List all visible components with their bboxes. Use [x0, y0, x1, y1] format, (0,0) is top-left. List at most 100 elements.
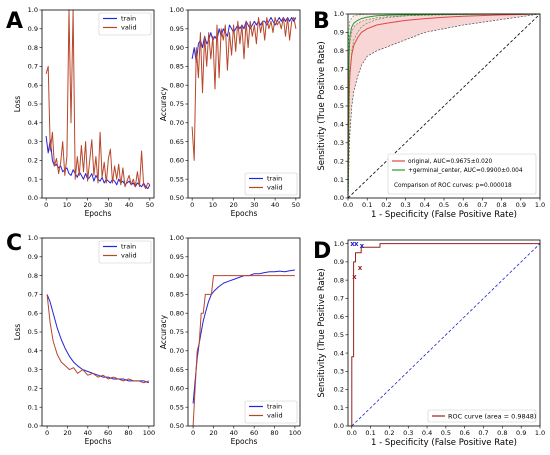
- x-tick-label: 0.8: [496, 201, 506, 209]
- y-tick-label: 0.3: [334, 139, 344, 147]
- x-tick-label: 40: [125, 201, 133, 209]
- y-tick-label: 0.7: [334, 295, 344, 303]
- y-axis-label: Loss: [13, 324, 22, 341]
- x-tick-label: 60: [250, 429, 258, 437]
- y-tick-label: 0.1: [28, 403, 38, 411]
- y-tick-label: 0.8: [334, 276, 344, 284]
- x-tick-label: 0.9: [516, 429, 526, 437]
- legend-label: train: [267, 403, 282, 411]
- legend-label: ROC curve (area = 0.9848): [448, 413, 536, 421]
- y-tick-label: 0.85: [170, 291, 184, 299]
- x-tick-label: 30: [250, 201, 258, 209]
- x-axis-label: Epochs: [231, 437, 258, 446]
- x-tick-label: 0.5: [439, 201, 449, 209]
- y-tick-label: 0.1: [28, 175, 38, 183]
- x-tick-label: 0.1: [365, 429, 375, 437]
- y-tick-label: 0.60: [170, 385, 184, 393]
- x-tick-label: 0: [190, 201, 194, 209]
- panel-letter-c: C: [6, 231, 22, 256]
- y-tick-label: 0.2: [28, 385, 38, 393]
- y-tick-label: 0.7: [28, 291, 38, 299]
- series-line-train: [192, 269, 295, 404]
- y-tick-label: 0.65: [170, 366, 184, 374]
- y-tick-label: 0.6: [28, 81, 38, 89]
- y-tick-label: 0.5: [334, 331, 344, 339]
- legend-label: valid: [267, 412, 283, 420]
- y-tick-label: 0.9: [28, 253, 38, 261]
- y-tick-label: 0.95: [170, 253, 184, 261]
- x-tick-label: 10: [209, 201, 217, 209]
- y-tick-label: 0.7: [334, 65, 344, 73]
- legend-label: train: [121, 15, 136, 23]
- series-line-valid: [192, 275, 295, 427]
- x-tick-label: 0: [191, 429, 195, 437]
- point-marker: x: [350, 240, 355, 248]
- y-axis-label: Loss: [13, 96, 22, 113]
- y-tick-label: 0.0: [28, 422, 38, 430]
- y-tick-label: 0.6: [28, 309, 38, 317]
- x-axis-label: 1 - Specificity (False Positive Rate): [371, 438, 517, 448]
- series-line-roccurvearea: [351, 243, 540, 426]
- legend-box: [387, 153, 537, 195]
- y-tick-label: 1.00: [170, 6, 184, 14]
- x-axis-label: Epochs: [231, 209, 258, 218]
- y-tick-label: 0.8: [334, 47, 344, 55]
- band-edge-line: [347, 13, 541, 199]
- x-tick-label: 0.1: [362, 201, 372, 209]
- y-tick-label: 0.1: [334, 176, 344, 184]
- y-tick-label: 0.85: [170, 63, 184, 71]
- point-marker: x: [352, 273, 357, 281]
- x-tick-label: 0.3: [400, 201, 410, 209]
- y-tick-label: 0.80: [170, 81, 184, 89]
- y-tick-label: 0.55: [170, 403, 184, 411]
- series-line-diagonal: [351, 243, 541, 427]
- series-line-diagonal: [347, 13, 541, 199]
- x-tick-label: 0.5: [441, 429, 451, 437]
- y-tick-label: 0.60: [170, 157, 184, 165]
- y-tick-label: 0.9: [334, 258, 344, 266]
- series-line-germinalcenter: [347, 13, 540, 199]
- chart-C-loss: 0 20 40 60 80 100 0.0 0.1 0.2 0.3 0.4 0.5 0.6 0.7 0.8 0…: [13, 234, 155, 446]
- legend-label: train: [121, 243, 136, 251]
- y-axis-label: Accuracy: [159, 314, 168, 349]
- y-tick-label: 0.0: [334, 422, 344, 430]
- x-tick-label: 40: [230, 429, 238, 437]
- x-tick-label: 20: [63, 429, 71, 437]
- x-tick-label: 0.6: [460, 429, 470, 437]
- x-tick-label: 30: [104, 201, 112, 209]
- x-tick-label: 0.7: [477, 201, 487, 209]
- y-tick-label: 0.2: [28, 157, 38, 165]
- x-tick-label: 0.7: [478, 429, 488, 437]
- y-tick-label: 1.0: [28, 234, 38, 242]
- chart-D-roc: xxx x x0.0 0.1 0.2 0.3 0.4 0.5 0.6 0.7 0.8 0.9 1.00.…: [317, 239, 545, 448]
- x-axis-label: Epochs: [85, 209, 112, 218]
- x-tick-label: 0.3: [403, 429, 413, 437]
- y-tick-label: 0.3: [28, 138, 38, 146]
- y-tick-label: 0.6: [334, 84, 344, 92]
- series-line-valid: [45, 9, 151, 190]
- panel-letter-a: A: [6, 9, 23, 34]
- x-tick-label: 1.0: [535, 429, 545, 437]
- y-tick-label: 0.5: [28, 328, 38, 336]
- panel-letter-d: D: [313, 239, 331, 264]
- x-tick-label: 0.2: [381, 201, 391, 209]
- legend-label: valid: [267, 184, 283, 192]
- y-axis-label: Sensitivity (True Positive Rate): [317, 41, 327, 170]
- y-axis-label: Sensitivity (True Positive Rate): [317, 268, 327, 397]
- y-tick-label: 0.9: [334, 29, 344, 37]
- band-edge-line: [347, 13, 540, 199]
- y-tick-label: 0.0: [334, 194, 344, 202]
- x-tick-label: 1.0: [535, 201, 545, 209]
- plots-layer: 0 10 20 30 40 500.00.10.20.30.40.50.60.70.80.…: [13, 6, 545, 448]
- confidence-band: [348, 14, 540, 198]
- point-marker: x: [354, 240, 359, 248]
- legend-box: [427, 409, 537, 423]
- x-tick-label: 20: [209, 429, 217, 437]
- y-axis-label: Accuracy: [159, 86, 168, 121]
- y-tick-label: 1.0: [334, 10, 344, 18]
- legend-label: +germinal_center, AUC=0.9900±0.004: [408, 168, 523, 174]
- x-tick-label: 0.2: [384, 429, 394, 437]
- point-marker: x: [360, 242, 365, 250]
- series-line-original: [347, 13, 541, 199]
